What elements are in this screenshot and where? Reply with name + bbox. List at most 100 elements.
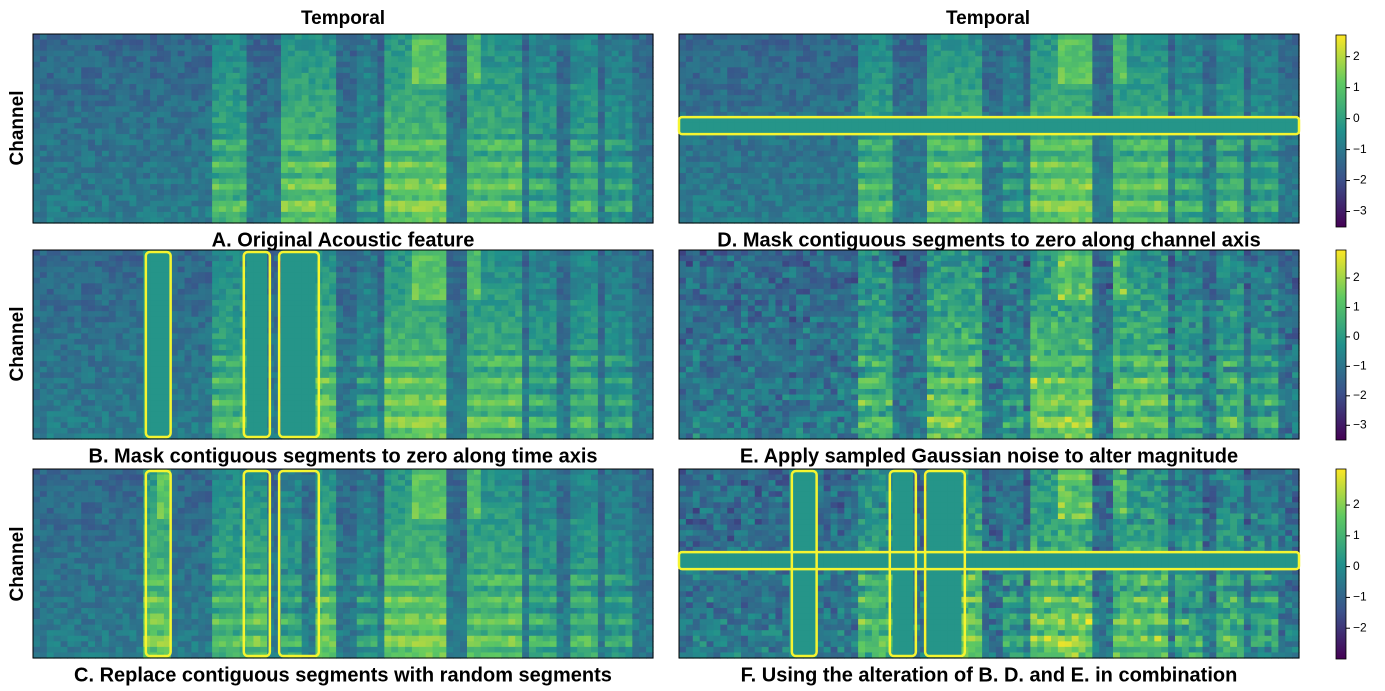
pixel bbox=[246, 61, 255, 68]
pixel bbox=[865, 150, 873, 157]
pixel bbox=[1237, 34, 1245, 41]
pixel bbox=[274, 172, 282, 180]
pixel bbox=[308, 206, 317, 213]
pixel bbox=[646, 139, 654, 146]
pixel bbox=[322, 211, 330, 219]
pixel bbox=[1285, 67, 1293, 74]
pixel bbox=[253, 134, 261, 141]
pixel bbox=[961, 106, 969, 113]
pixel bbox=[39, 56, 48, 63]
pixel bbox=[343, 89, 351, 96]
pixel bbox=[1078, 117, 1087, 124]
pixel bbox=[570, 200, 578, 207]
pixel bbox=[597, 111, 606, 118]
pixel bbox=[940, 39, 949, 46]
pixel bbox=[1209, 45, 1217, 52]
pixel bbox=[267, 39, 275, 46]
pixel bbox=[529, 84, 537, 91]
pixel bbox=[205, 150, 213, 157]
pixel bbox=[699, 128, 708, 135]
pixel bbox=[515, 95, 523, 102]
pixel bbox=[74, 95, 82, 102]
pixel bbox=[1209, 89, 1217, 96]
pixel bbox=[584, 206, 592, 213]
pixel bbox=[432, 72, 441, 80]
pixel bbox=[274, 78, 282, 85]
pixel bbox=[747, 100, 756, 107]
pixel bbox=[177, 117, 186, 124]
pixel bbox=[577, 150, 585, 157]
pixel bbox=[1002, 122, 1011, 130]
pixel bbox=[515, 167, 523, 174]
pixel bbox=[384, 111, 392, 118]
pixel bbox=[768, 134, 777, 141]
pixel bbox=[1250, 89, 1259, 96]
pixel bbox=[425, 178, 434, 185]
pixel bbox=[205, 39, 213, 46]
pixel bbox=[136, 145, 144, 152]
pixel bbox=[556, 100, 565, 107]
pixel bbox=[1237, 128, 1245, 135]
pixel bbox=[239, 161, 248, 169]
pixel bbox=[611, 78, 620, 85]
pixel bbox=[294, 150, 303, 157]
pixel bbox=[720, 111, 728, 118]
pixel bbox=[1195, 61, 1204, 68]
pixel bbox=[584, 200, 592, 207]
pixel bbox=[225, 184, 234, 191]
pixel bbox=[281, 134, 289, 141]
pixel bbox=[1113, 34, 1121, 41]
pixel bbox=[398, 184, 406, 191]
pixel bbox=[604, 111, 613, 118]
pixel bbox=[418, 161, 427, 169]
pixel bbox=[1181, 45, 1190, 52]
pixel bbox=[287, 161, 296, 169]
pixel bbox=[377, 78, 385, 85]
pixel bbox=[982, 122, 990, 130]
pixel bbox=[163, 189, 172, 196]
pixel bbox=[473, 184, 482, 191]
pixel bbox=[67, 167, 75, 174]
pixel bbox=[446, 211, 454, 219]
pixel bbox=[618, 217, 627, 224]
pixel bbox=[1243, 106, 1252, 113]
pixel bbox=[315, 111, 323, 118]
pixel bbox=[789, 117, 797, 124]
pixel bbox=[281, 206, 289, 213]
pixel bbox=[74, 195, 82, 202]
pixel bbox=[460, 95, 468, 102]
pixel bbox=[480, 106, 489, 113]
pixel bbox=[377, 139, 385, 146]
pixel bbox=[60, 184, 69, 191]
pixel bbox=[198, 45, 206, 52]
pixel bbox=[570, 117, 578, 124]
pixel bbox=[136, 161, 144, 169]
pixel bbox=[706, 134, 715, 141]
pixel bbox=[384, 139, 392, 146]
pixel bbox=[287, 156, 296, 163]
pixel bbox=[563, 156, 571, 163]
pixel bbox=[453, 156, 461, 163]
pixel bbox=[1195, 106, 1204, 113]
pixel bbox=[515, 156, 523, 163]
pixel bbox=[837, 150, 845, 157]
pixel bbox=[713, 78, 721, 85]
pixel bbox=[308, 156, 317, 163]
pixel bbox=[253, 61, 261, 68]
pixel bbox=[865, 67, 873, 74]
pixel bbox=[699, 67, 708, 74]
pixel bbox=[322, 128, 330, 135]
pixel bbox=[1216, 128, 1224, 135]
pixel bbox=[522, 172, 530, 180]
pixel bbox=[679, 106, 687, 113]
pixel bbox=[46, 206, 55, 213]
pixel bbox=[1154, 100, 1162, 107]
pixel bbox=[473, 117, 482, 124]
pixel bbox=[398, 67, 406, 74]
pixel bbox=[816, 56, 825, 63]
pixel bbox=[685, 111, 694, 118]
pixel bbox=[878, 100, 887, 107]
pixel bbox=[253, 206, 261, 213]
pixel bbox=[143, 172, 151, 180]
pixel bbox=[136, 100, 144, 107]
